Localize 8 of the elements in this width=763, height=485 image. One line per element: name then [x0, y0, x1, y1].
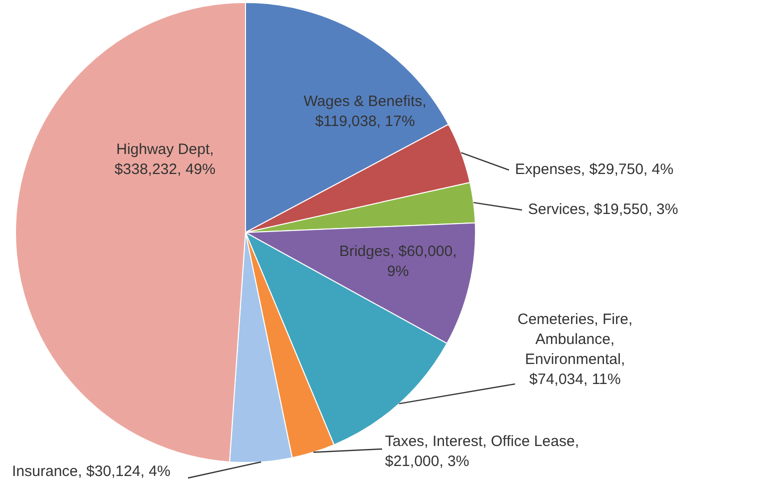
slice-label: Cemeteries, Fire, Ambulance, Environmental, $74,034, 11%	[517, 311, 633, 388]
slice-label: Wages & Benefits, $119,038, 17%	[304, 93, 426, 130]
slice-label: Insurance, $30,124, 4%	[12, 463, 170, 480]
slice-label: Expenses, $29,750, 4%	[515, 161, 674, 178]
slice-label: Services, $19,550, 3%	[528, 201, 678, 218]
slice-label: Highway Dept, $338,232, 49%	[114, 141, 216, 178]
slice-label: Taxes, Interest, Office Lease, $21,000, 3%	[385, 433, 579, 470]
slice-label: Bridges, $60,000, 9%	[339, 243, 457, 280]
